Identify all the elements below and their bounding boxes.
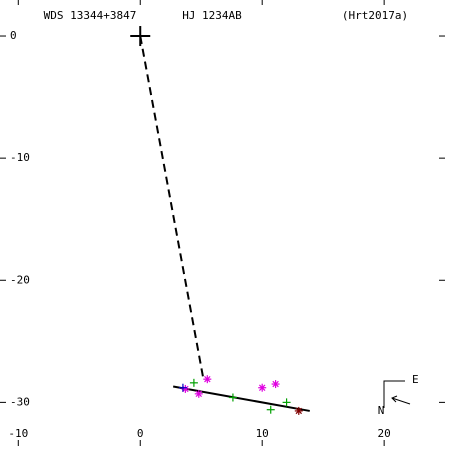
compass-east: E (412, 373, 419, 386)
chart-title: WDS 13344+3847 (44, 9, 137, 22)
y-tick-label: -10 (10, 151, 30, 164)
measurement (282, 398, 291, 407)
chart-subtitle: HJ 1234AB (182, 9, 242, 22)
measurement (271, 380, 280, 389)
compass-arrow (391, 397, 411, 405)
measurement-stroke (272, 380, 279, 388)
x-tick-label: 20 (378, 427, 391, 440)
measurement (258, 383, 267, 392)
measurement (266, 405, 275, 414)
x-tick-label: 0 (137, 427, 144, 440)
compass-arrowhead (391, 395, 398, 403)
measurement (203, 375, 212, 384)
reference: (Hrt2017a) (342, 9, 408, 22)
measurement (294, 406, 303, 415)
measurement (178, 383, 187, 392)
measurement-stroke (258, 384, 266, 391)
measurement-stroke (195, 390, 203, 398)
orbit-line (172, 385, 310, 412)
compass-north: N (378, 404, 385, 417)
x-tick-label: -10 (8, 427, 28, 440)
compass: E N (378, 373, 419, 417)
y-tick-label: -20 (10, 273, 30, 286)
measurement (194, 389, 203, 398)
measurement-stroke (295, 407, 303, 415)
measurement (189, 378, 198, 387)
orbit-line (139, 35, 205, 381)
compass-axes (383, 380, 405, 408)
measurement (228, 393, 237, 402)
primary-star (130, 26, 151, 47)
measurement-stroke (204, 375, 211, 383)
y-tick-label: -30 (10, 395, 30, 408)
x-tick-label: 10 (256, 427, 269, 440)
y-tick-label: 0 (10, 29, 17, 42)
